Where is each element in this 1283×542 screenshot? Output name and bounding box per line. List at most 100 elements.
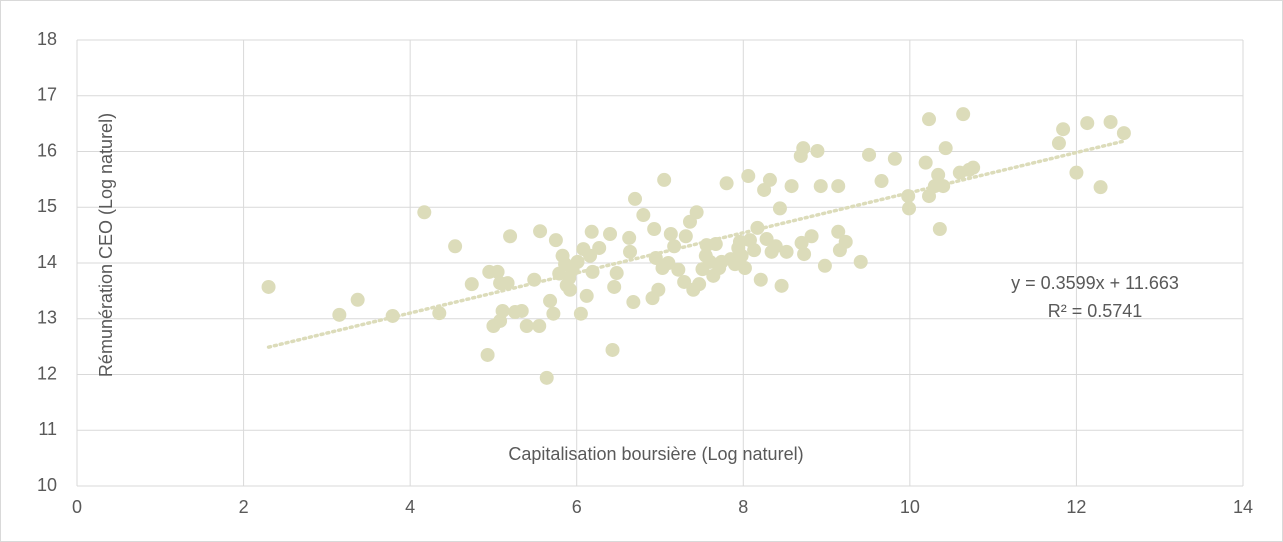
point	[548, 233, 563, 248]
x-tick-label: 14	[1233, 497, 1253, 517]
point	[417, 205, 432, 220]
point	[797, 247, 812, 262]
trendline	[266, 139, 1126, 349]
trendline-equation: y = 0.3599x + 11.663	[1011, 273, 1179, 293]
point	[753, 272, 768, 287]
point	[810, 143, 825, 158]
point	[661, 256, 676, 270]
point	[543, 293, 558, 308]
point	[1069, 165, 1084, 180]
point	[628, 191, 643, 206]
point	[585, 264, 600, 279]
point	[677, 274, 692, 289]
y-tick-label: 12	[37, 363, 57, 383]
x-tick-label: 4	[405, 497, 415, 517]
point	[938, 141, 953, 156]
point	[532, 318, 547, 333]
x-tick-label: 2	[239, 497, 249, 517]
y-tick-label: 11	[38, 419, 57, 439]
point	[584, 224, 599, 239]
point	[901, 189, 916, 204]
x-tick-label: 10	[900, 497, 920, 517]
point	[583, 248, 598, 263]
x-tick-label: 8	[738, 497, 748, 517]
point	[966, 160, 981, 175]
point	[793, 148, 808, 163]
point	[772, 201, 787, 216]
point	[902, 201, 917, 216]
y-axis-label: Rémunération CEO (Log naturel)	[96, 113, 116, 377]
point	[626, 295, 641, 310]
point	[514, 303, 529, 318]
point	[678, 229, 693, 244]
point	[750, 220, 765, 235]
point	[831, 224, 846, 239]
x-tick-label: 6	[572, 497, 582, 517]
point	[1103, 114, 1118, 129]
y-tick-label: 18	[37, 29, 57, 49]
y-tick-label: 13	[37, 308, 57, 328]
point	[609, 266, 624, 281]
point	[464, 277, 479, 292]
point	[804, 229, 819, 244]
point	[768, 239, 783, 254]
grid: 10 11 12 13 14 15 16 17 18 0 2 4 6 8 10 12 14	[37, 29, 1253, 517]
point	[817, 258, 832, 273]
point	[922, 112, 937, 127]
point	[794, 235, 809, 250]
marks	[261, 107, 1131, 385]
point	[831, 179, 846, 194]
point	[1116, 126, 1131, 141]
point	[579, 288, 594, 303]
point	[503, 229, 518, 244]
y-tick-label: 15	[37, 196, 57, 216]
point	[651, 282, 666, 297]
point	[605, 342, 620, 357]
point	[261, 279, 276, 294]
point	[774, 278, 789, 293]
trendline-r2: R² = 0.5741	[1048, 301, 1143, 321]
point	[1056, 122, 1071, 137]
y-tick-label: 10	[37, 475, 57, 495]
point	[500, 276, 515, 291]
point	[607, 279, 622, 294]
point	[719, 176, 734, 191]
x-axis-label: Capitalisation boursière (Log naturel)	[508, 444, 803, 464]
point	[734, 248, 749, 263]
point	[647, 221, 662, 236]
point	[570, 254, 585, 269]
point	[853, 254, 868, 269]
point	[573, 306, 588, 321]
point	[432, 306, 447, 321]
point	[563, 282, 578, 297]
point	[533, 224, 548, 239]
point	[862, 147, 877, 162]
y-tick-label: 17	[37, 85, 57, 105]
point	[495, 303, 510, 318]
point	[813, 179, 828, 194]
point	[546, 306, 561, 321]
point	[747, 243, 762, 258]
y-tick-label: 14	[37, 252, 57, 272]
point	[519, 318, 534, 333]
point	[663, 227, 678, 242]
point	[838, 234, 853, 249]
point	[887, 151, 902, 166]
point	[931, 167, 946, 182]
point	[779, 244, 794, 259]
point	[648, 250, 663, 265]
x-tick-label: 0	[72, 497, 82, 517]
point	[692, 277, 707, 292]
point	[956, 107, 971, 122]
point	[623, 244, 638, 259]
point	[918, 155, 933, 170]
point	[448, 239, 463, 254]
point	[737, 261, 752, 276]
point	[636, 208, 651, 223]
point	[1051, 136, 1066, 151]
point	[480, 347, 495, 362]
point	[671, 262, 686, 277]
point	[539, 370, 554, 385]
